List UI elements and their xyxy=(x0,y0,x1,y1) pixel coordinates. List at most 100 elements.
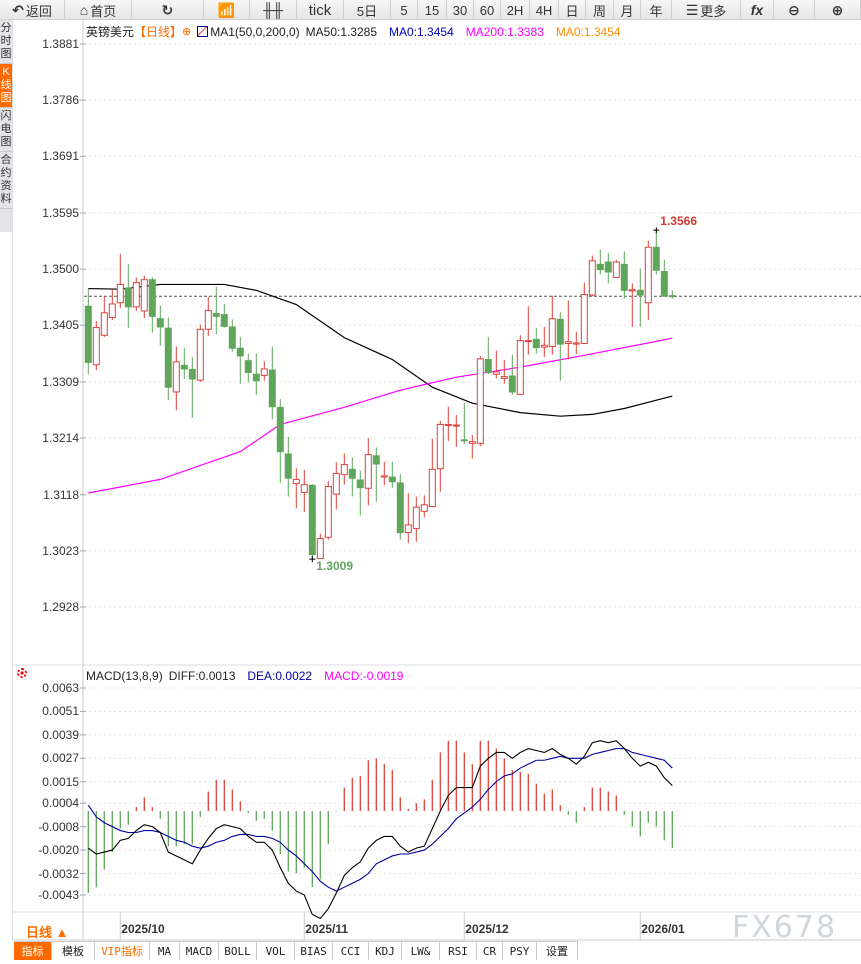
indicator-tab-vol[interactable]: VOL xyxy=(257,942,295,960)
candle xyxy=(628,283,636,327)
candle-body xyxy=(556,318,564,345)
candle-body xyxy=(396,482,404,534)
toolbar: ↶ 返回 ⌂ 首页 ↻ 📶 ╫╫ tick 5日 5 15 30 60 2H 4H 日周月年 ☰ 更多 fx ⊖ ⊕ xyxy=(0,0,861,20)
toolbar-button-refresh[interactable]: ↻ xyxy=(132,0,204,20)
candle xyxy=(620,251,628,299)
dea-value: DEA:0.0022 xyxy=(247,669,313,683)
candle xyxy=(364,438,372,506)
toolbar-button-5[interactable]: 5 xyxy=(391,0,418,20)
indicator-tab-模板[interactable]: 模板 xyxy=(52,942,95,960)
toolbar-button-4H[interactable]: 4H xyxy=(530,0,559,20)
candle-body xyxy=(284,453,292,479)
candle-body xyxy=(340,464,348,476)
candle xyxy=(252,353,260,395)
indicator-tab-kdj[interactable]: KDJ xyxy=(369,942,402,960)
toolbar-label: 60 xyxy=(479,2,495,18)
candle-body xyxy=(468,441,476,444)
candle xyxy=(356,470,364,516)
toolbar-label: tick xyxy=(308,1,332,19)
indicator-tabs: 指标 模板 VIP指标 MA MACD BOLL VOL BIAS CCI KDJ LW& RSI CR… xyxy=(14,941,578,960)
indicator-tab-cr[interactable]: CR xyxy=(477,942,503,960)
indicator-tab-boll[interactable]: BOLL xyxy=(219,942,257,960)
candle-body xyxy=(564,341,572,345)
view-tab-1[interactable]: K线图 xyxy=(0,64,12,108)
view-tab-3[interactable]: 合约资料 xyxy=(0,152,12,209)
toolbar-button-60[interactable]: 60 xyxy=(474,0,501,20)
candle-body xyxy=(348,468,356,479)
view-tab-0[interactable]: 分时图 xyxy=(0,20,12,64)
toolbar-button-返回[interactable]: ↶ 返回 xyxy=(0,0,65,20)
toolbar-button-fx[interactable]: fx xyxy=(741,0,774,20)
low-price-label: 1.3009 xyxy=(316,559,353,573)
candle-body xyxy=(444,423,452,426)
view-tab-2[interactable]: 闪电图 xyxy=(0,108,12,152)
indicator-tab-rsi[interactable]: RSI xyxy=(440,942,477,960)
candle-body xyxy=(636,289,644,296)
indicator-tab-设置[interactable]: 设置 xyxy=(537,942,578,960)
price-tick-label: 1.3595 xyxy=(42,205,79,220)
candle-body xyxy=(388,476,396,483)
candle-body xyxy=(420,504,428,512)
candle xyxy=(556,312,564,381)
candle xyxy=(372,447,380,502)
macd-settings-icon[interactable] xyxy=(17,668,27,678)
price-tick-label: 1.3118 xyxy=(43,487,79,502)
toolbar-button-2H[interactable]: 2H xyxy=(501,0,530,20)
candle xyxy=(340,453,348,485)
toolbar-button-indicator-chart[interactable]: 📶 xyxy=(204,0,250,20)
candle-body xyxy=(516,340,524,395)
candle-body xyxy=(204,309,212,330)
candle xyxy=(652,230,660,275)
toolbar-button-周[interactable]: 周 xyxy=(586,0,614,20)
candle xyxy=(452,415,460,447)
toolbar-button-5日[interactable]: 5日 xyxy=(344,0,391,20)
indicator-tab-lw&[interactable]: LW& xyxy=(402,942,440,960)
candle xyxy=(588,255,596,297)
toolbar-label: 返回 xyxy=(25,3,52,19)
toolbar-button-首页[interactable]: ⌂ 首页 xyxy=(65,0,132,20)
indicator-tab-macd[interactable]: MACD xyxy=(180,942,219,960)
period-selector[interactable]: 日线 ▲ xyxy=(26,925,69,940)
indicator-tab-vip指标[interactable]: VIP指标 xyxy=(95,942,150,960)
candle xyxy=(580,282,588,345)
candle xyxy=(532,328,540,354)
candle xyxy=(564,300,572,360)
candle-body xyxy=(276,406,284,453)
candle xyxy=(388,461,396,488)
indicator-tab-psy[interactable]: PSY xyxy=(503,942,537,960)
toolbar-button-candlestick[interactable]: ╫╫ xyxy=(250,0,297,20)
candle xyxy=(164,317,172,401)
candle-body xyxy=(548,318,556,347)
date-label: 2025/10 xyxy=(121,922,165,936)
candle xyxy=(140,275,148,319)
candle xyxy=(84,289,92,375)
candle-body xyxy=(436,423,444,470)
toolbar-button-日[interactable]: 日 xyxy=(559,0,586,20)
toolbar-button-更多[interactable]: ☰ 更多 xyxy=(672,0,741,20)
toolbar-label: 更多 xyxy=(700,3,727,19)
toolbar-button-15[interactable]: 15 xyxy=(418,0,447,20)
diff-value: DIFF:0.0013 xyxy=(168,669,236,683)
price-tick-label: 1.3405 xyxy=(42,318,79,333)
toolbar-button-30[interactable]: 30 xyxy=(447,0,474,20)
macd-value: MACD:-0.0019 xyxy=(324,669,404,683)
settings-circle-icon[interactable]: ⊕ xyxy=(182,26,192,38)
extreme-marker xyxy=(653,227,660,234)
indicator-tab-ma[interactable]: MA xyxy=(150,942,180,960)
toolbar-label: 4H xyxy=(535,2,553,18)
price-tick-label: 1.3786 xyxy=(42,93,79,108)
toolbar-button-月[interactable]: 月 xyxy=(614,0,641,20)
toolbar-button-tick[interactable]: tick xyxy=(297,0,344,20)
high-price-label: 1.3566 xyxy=(660,214,697,228)
candlestick-icon: ╫╫ xyxy=(263,2,283,18)
indicator-tab-bias[interactable]: BIAS xyxy=(295,942,333,960)
left-view-tabs: 分时图 K线图 闪电图 合约资料 xyxy=(0,20,12,232)
date-label: 2026/01 xyxy=(641,922,685,936)
ma-indicator-icon[interactable] xyxy=(197,26,209,37)
indicator-tab-指标[interactable]: 指标 xyxy=(14,942,52,960)
candle-body xyxy=(412,506,420,529)
toolbar-button-zoom-out[interactable]: ⊖ xyxy=(774,0,815,20)
indicator-tab-cci[interactable]: CCI xyxy=(333,942,369,960)
toolbar-button-年[interactable]: 年 xyxy=(641,0,672,20)
